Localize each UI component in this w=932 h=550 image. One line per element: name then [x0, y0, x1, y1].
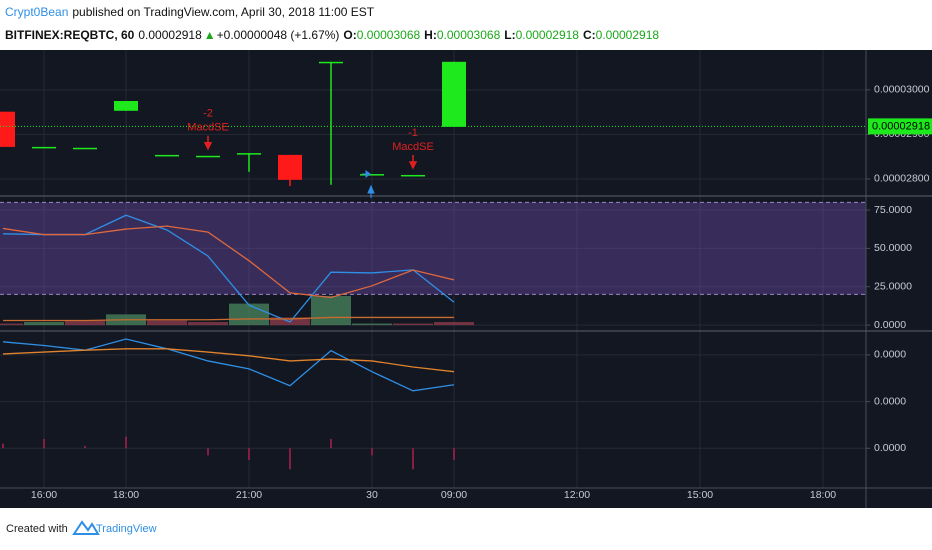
candle-body	[196, 155, 220, 158]
volume-bar	[352, 323, 392, 326]
candle-body	[32, 146, 56, 149]
ohlc-value: 0.00002918	[596, 28, 660, 42]
symbol: BITFINEX:REQBTC, 60	[5, 28, 135, 42]
x-tick-label: 18:00	[113, 489, 139, 501]
candle-body	[278, 154, 302, 180]
y-tick-label: 0.0000	[874, 442, 906, 454]
footer-brand[interactable]: TradingView	[96, 523, 157, 535]
annotation-value: -2	[203, 108, 213, 120]
volume-bar	[188, 322, 228, 326]
y-tick-label: 75.0000	[874, 204, 912, 216]
y-tick-label: 50.0000	[874, 242, 912, 254]
annotation-arrow	[203, 135, 213, 151]
annotation-label: MacdSE	[187, 122, 229, 134]
footer-text: Created with	[6, 523, 68, 535]
line-series	[2, 225, 455, 299]
author: Crypt0Bean	[5, 5, 68, 19]
header-line-1: Crypt0Bean published on TradingView.com, …	[5, 5, 375, 19]
ohlc-value: 0.00003068	[357, 28, 421, 42]
last-price-label: 0.00002918	[872, 120, 930, 132]
annotation-value: -1	[408, 127, 418, 139]
candle-body	[114, 101, 138, 111]
line-series	[2, 348, 455, 373]
x-tick-label: 09:00	[441, 489, 467, 501]
candle-body	[0, 111, 15, 147]
x-tick-label: 21:00	[236, 489, 262, 501]
annotation-label: MacdSE	[392, 141, 434, 153]
x-tick-label: 12:00	[564, 489, 590, 501]
logo	[72, 520, 100, 535]
y-tick-label: 0.00002800	[874, 173, 930, 185]
ohlc-key: L:	[504, 28, 515, 42]
line-series	[3, 316, 454, 322]
y-tick-label: 0.0000	[874, 319, 906, 331]
volume-bar	[24, 322, 64, 326]
volume-bar	[229, 303, 269, 326]
band	[0, 202, 866, 295]
y-tick-label: 0.0000	[874, 349, 906, 361]
x-tick-label: 15:00	[687, 489, 713, 501]
change-arrow: ▲	[204, 28, 216, 42]
volume-bar	[311, 295, 351, 326]
y-tick-label: 0.0000	[874, 395, 906, 407]
x-tick-label: 18:00	[810, 489, 836, 501]
candle-body	[73, 147, 97, 150]
volume-bar	[434, 322, 474, 326]
price: 0.00002918	[138, 28, 202, 42]
header-line-2: BITFINEX:REQBTC, 60 0.00002918 ▲+0.0000004…	[5, 28, 659, 42]
x-tick-label: 30	[366, 489, 378, 501]
y-tick-label: 0.00003000	[874, 84, 930, 96]
line-series	[2, 338, 455, 392]
candle-body	[237, 153, 261, 155]
candle-body	[360, 174, 384, 176]
candle-body	[155, 154, 179, 157]
ohlc-key: O:	[343, 28, 356, 42]
volume-bar	[147, 320, 187, 326]
ohlc-value: 0.00002918	[516, 28, 580, 42]
ohlc-value: 0.00003068	[437, 28, 501, 42]
y-tick-label: 25.0000	[874, 281, 912, 293]
x-tick-label: 16:00	[31, 489, 57, 501]
ohlc-key: C:	[583, 28, 596, 42]
plot: 16:00 18:00 21:00 30 09:00 12:00 15:00 18:00 0.0…	[0, 50, 932, 501]
signal-arrow	[362, 170, 371, 178]
candle-body	[401, 174, 425, 177]
change: +0.00000048 (+1.67%)	[217, 28, 340, 42]
annotation-arrow	[408, 154, 418, 170]
candle-body	[442, 61, 466, 127]
published: published on TradingView.com, April 30, …	[72, 5, 374, 19]
candle-body	[319, 61, 343, 64]
ohlc-key: H:	[424, 28, 437, 42]
volume-bar	[0, 323, 23, 326]
volume-bar	[393, 323, 433, 326]
last-price-tag	[868, 118, 932, 135]
volume-bar	[65, 320, 105, 326]
signal-arrow	[367, 184, 375, 198]
